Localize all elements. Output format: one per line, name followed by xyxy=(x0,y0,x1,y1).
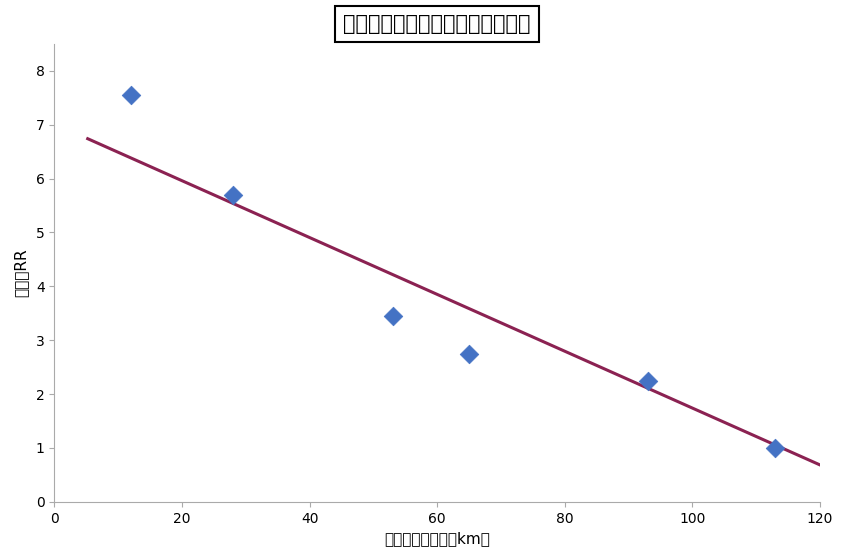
Title: 原発からの距離とがん相対リスク: 原発からの距離とがん相対リスク xyxy=(343,14,531,34)
Point xyxy=(462,349,476,358)
Point xyxy=(641,376,655,385)
Point xyxy=(385,311,399,320)
Y-axis label: 人月・RR: 人月・RR xyxy=(14,249,29,297)
Point xyxy=(226,190,240,199)
Point xyxy=(768,444,782,452)
X-axis label: 原発からの距離（km）: 原発からの距離（km） xyxy=(385,531,490,546)
Point xyxy=(125,91,138,100)
